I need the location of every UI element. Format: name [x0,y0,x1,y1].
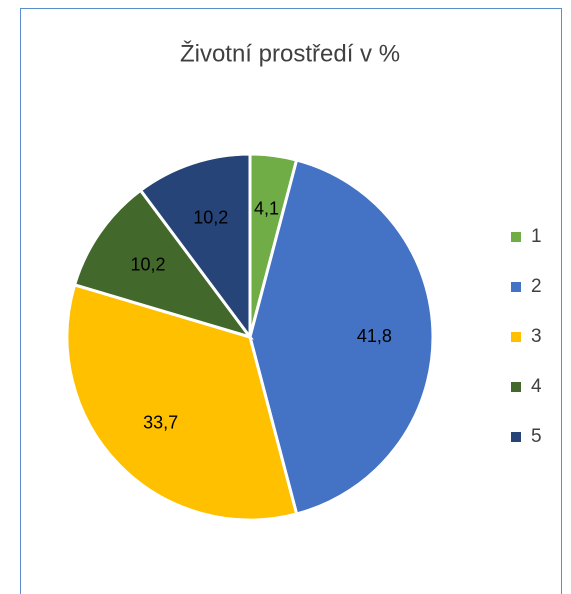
legend-label: 1 [531,226,542,247]
legend-swatch [511,282,521,292]
legend-swatch [511,232,521,242]
legend-label: 3 [531,326,542,347]
chart-title: Životní prostředí v % [180,40,400,67]
legend-label: 2 [531,276,542,297]
data-label: 10,2 [130,255,165,275]
legend-label: 5 [531,426,542,447]
legend-swatch [511,382,521,392]
data-label: 33,7 [143,412,178,432]
data-label: 4,1 [254,199,279,219]
pie-slice [72,188,254,340]
legend-swatch [511,332,521,342]
legend-swatch [511,432,521,442]
legend-label: 4 [531,376,542,397]
data-label: 10,2 [193,208,228,228]
data-label: 41,8 [357,326,392,346]
pie-slice [248,158,435,516]
pie-slice [65,282,299,522]
pie-slice [138,152,252,342]
